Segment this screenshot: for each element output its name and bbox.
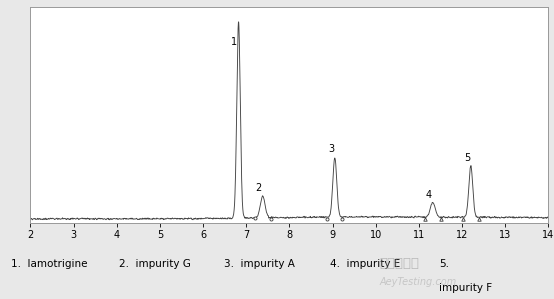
Text: 1: 1 [230,37,237,47]
Text: 4.  impurity E: 4. impurity E [330,259,400,269]
Text: impurity F: impurity F [439,283,493,292]
Text: AeyTesting.com: AeyTesting.com [379,277,456,286]
Text: 5: 5 [465,153,471,163]
Text: 3.  impurity A: 3. impurity A [224,259,295,269]
Text: 嘉峙检测网: 嘉峙检测网 [379,257,419,270]
Text: 3: 3 [329,144,335,154]
Text: 4: 4 [426,190,432,200]
Text: 2.  impurity G: 2. impurity G [119,259,191,269]
Text: 1.  lamotrigine: 1. lamotrigine [11,259,88,269]
Text: 5.: 5. [439,259,449,269]
Text: 2: 2 [255,183,261,193]
